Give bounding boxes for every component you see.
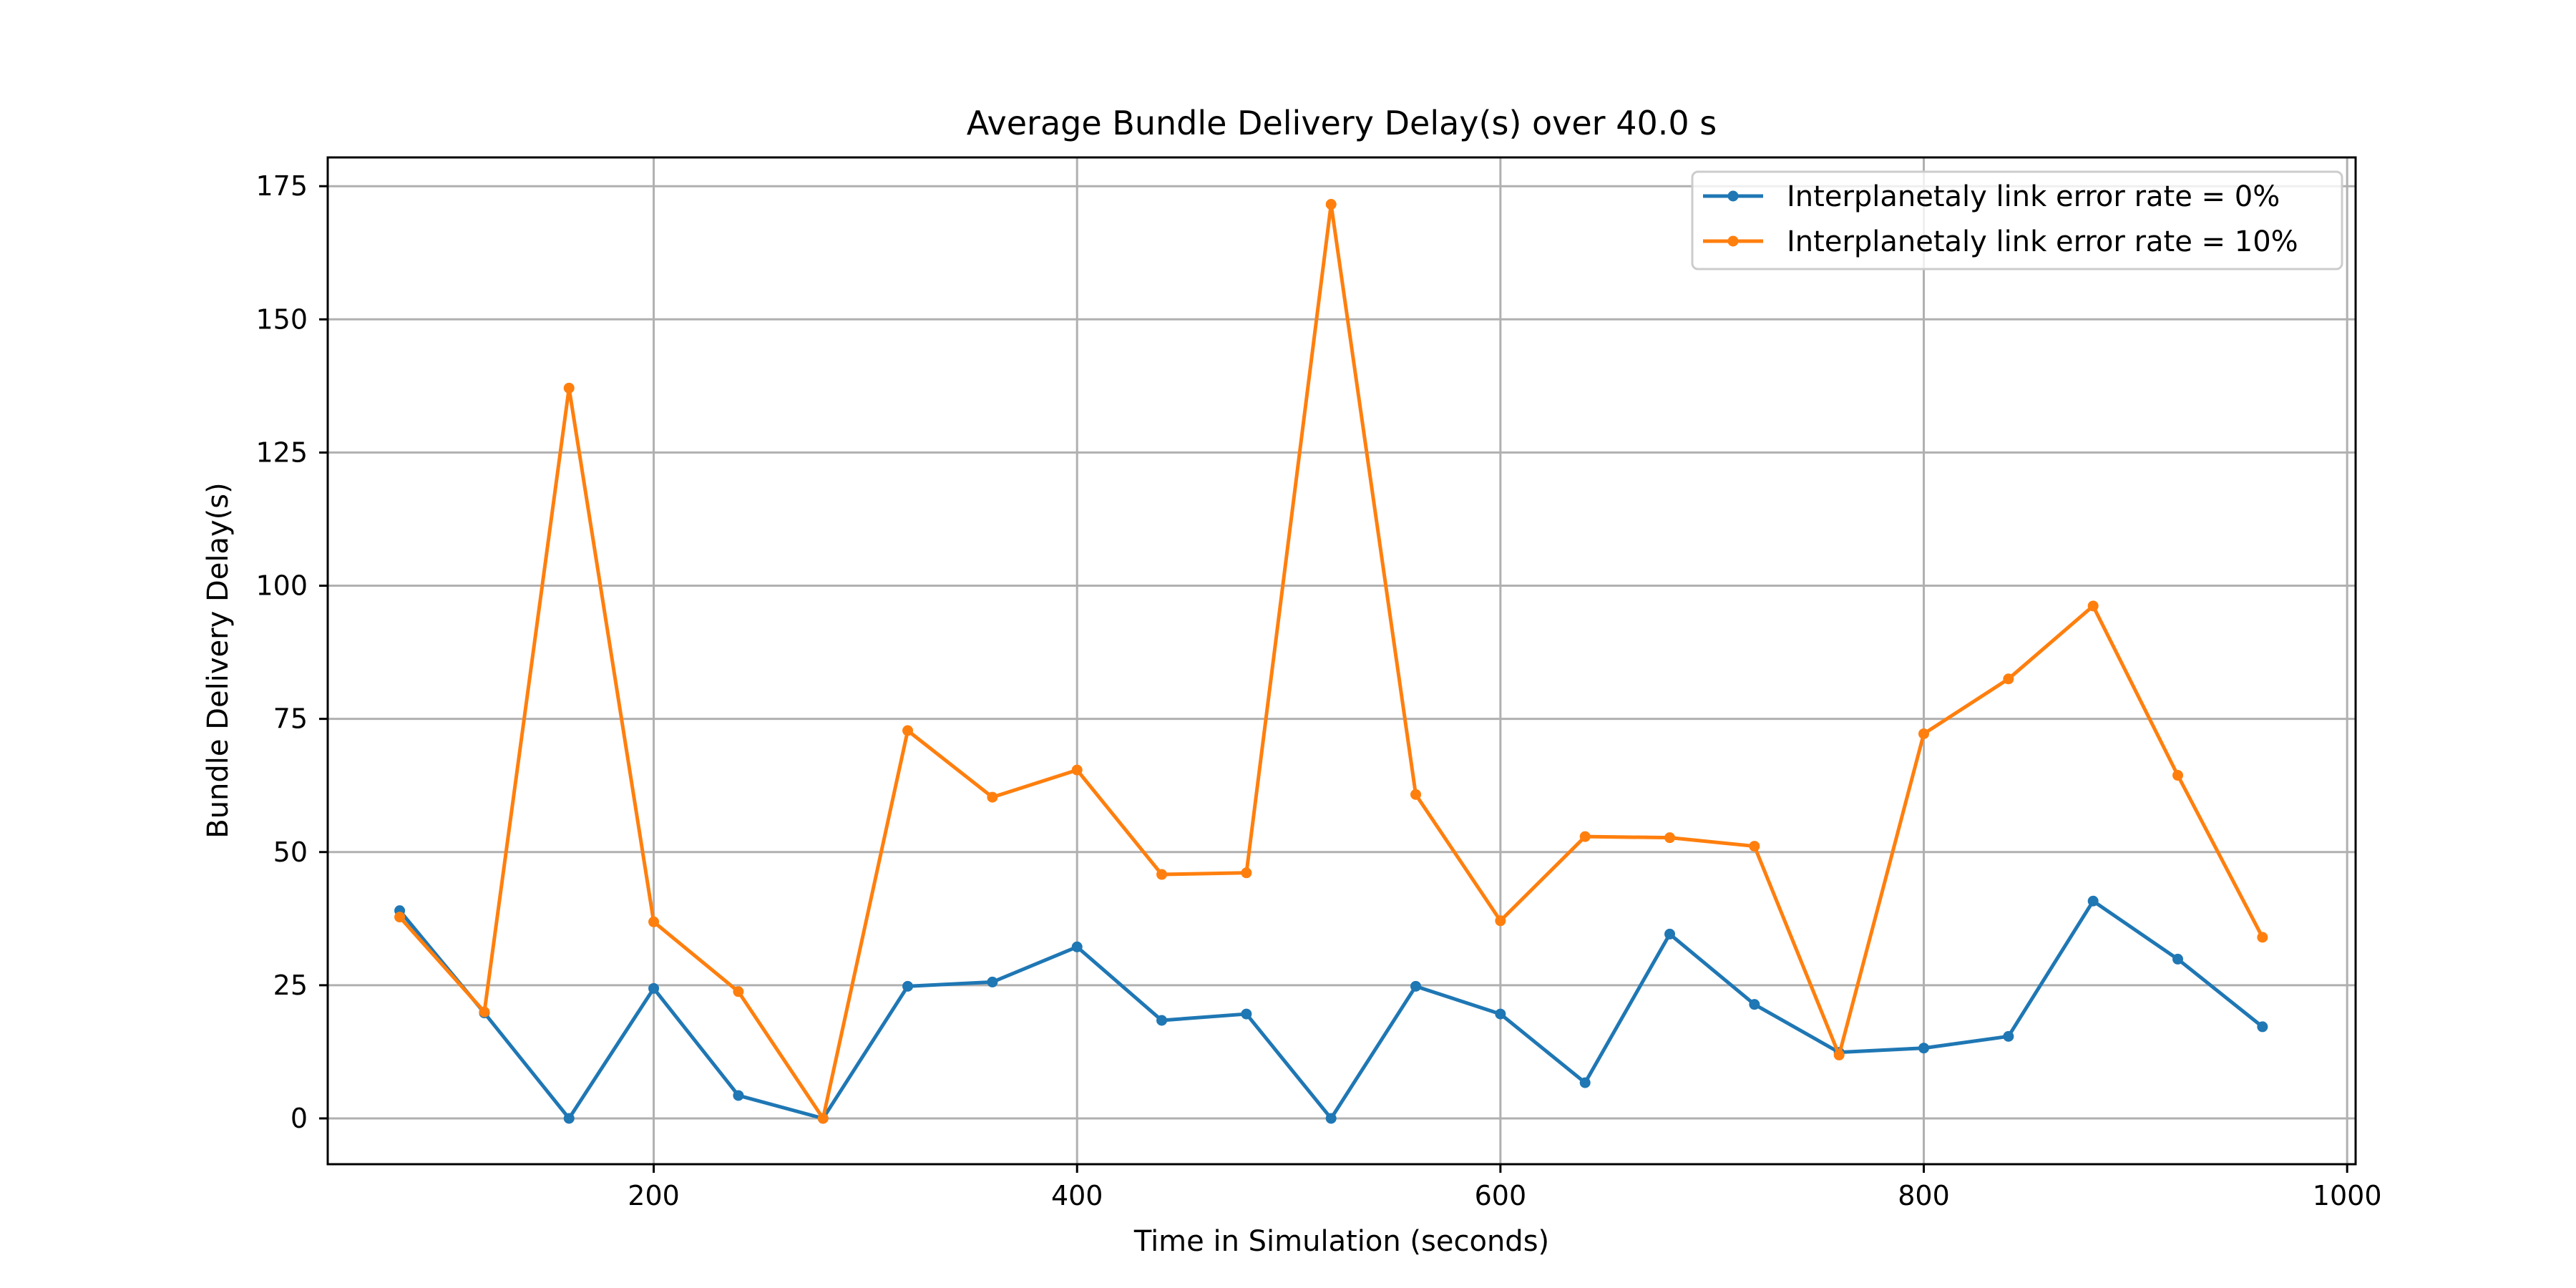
data-point — [1495, 915, 1506, 927]
data-point — [2172, 770, 2184, 781]
chart-title: Average Bundle Delivery Delay(s) over 40… — [967, 104, 1717, 142]
plot-frame — [326, 156, 2357, 1166]
data-point — [1749, 841, 1760, 852]
y-tick-label: 175 — [255, 170, 308, 202]
legend-label: Interplanetaly link error rate = 0% — [1787, 180, 2280, 213]
data-point — [817, 1113, 829, 1124]
y-tick-label: 75 — [273, 703, 308, 735]
data-point — [1325, 199, 1337, 210]
x-axis: 200 400 600 800 1000 — [628, 1164, 2382, 1211]
y-tick-label: 0 — [291, 1103, 308, 1134]
grid — [328, 157, 2356, 1164]
y-axis: 0 25 50 75 100 125 150 175 — [255, 170, 328, 1134]
data-point — [1495, 1008, 1506, 1020]
data-point — [1156, 869, 1168, 880]
data-point — [2087, 895, 2099, 907]
data-point — [1579, 1077, 1591, 1088]
y-tick-label: 25 — [273, 970, 308, 1001]
series-0 — [394, 895, 2268, 1124]
x-tick-label: 200 — [628, 1180, 680, 1211]
x-tick-label: 400 — [1051, 1180, 1103, 1211]
legend: Interplanetaly link error rate = 0% Inter… — [1691, 170, 2343, 270]
data-point — [1156, 1015, 1168, 1026]
data-point — [1749, 999, 1760, 1010]
data-point — [563, 1113, 575, 1124]
x-tick-label: 800 — [1898, 1180, 1950, 1211]
data-point — [1325, 1113, 1337, 1124]
legend-item: Interplanetaly link error rate = 10% — [1703, 225, 2298, 258]
series-line — [397, 899, 2265, 1121]
legend-box — [1691, 170, 2343, 270]
data-point — [1071, 941, 1083, 952]
data-point — [648, 916, 660, 927]
data-point — [1918, 728, 1930, 739]
data-point — [648, 982, 660, 994]
data-point — [1664, 928, 1676, 940]
data-point — [1241, 1008, 1252, 1020]
data-point — [902, 980, 914, 992]
series-line — [397, 203, 2265, 1121]
data-point — [902, 725, 914, 736]
data-point — [479, 1006, 490, 1018]
data-point — [2003, 1030, 2014, 1042]
data-point — [1833, 1049, 1845, 1060]
legend-label: Interplanetaly link error rate = 10% — [1787, 225, 2298, 258]
legend-item: Interplanetaly link error rate = 0% — [1703, 180, 2280, 213]
y-tick-label: 100 — [255, 570, 308, 602]
y-tick-label: 50 — [273, 836, 308, 868]
data-point — [2087, 600, 2099, 612]
y-tick-label: 150 — [255, 303, 308, 335]
data-point — [1664, 832, 1676, 844]
x-tick-label: 600 — [1475, 1180, 1527, 1211]
legend-marker — [1727, 190, 1739, 202]
data-point — [394, 912, 406, 923]
x-tick-label: 1000 — [2313, 1180, 2382, 1211]
data-point — [1410, 789, 1422, 800]
y-tick-label: 125 — [255, 436, 308, 468]
data-point — [2172, 953, 2184, 965]
legend-marker — [1727, 235, 1739, 247]
data-point — [2003, 673, 2014, 685]
data-point — [733, 986, 744, 997]
data-point — [1410, 980, 1422, 992]
data-point — [2257, 932, 2268, 943]
data-point — [1071, 764, 1083, 776]
data-point — [733, 1090, 744, 1101]
series-1 — [394, 199, 2268, 1124]
x-axis-label: Time in Simulation (seconds) — [1133, 1225, 1549, 1258]
data-point — [563, 382, 575, 394]
y-axis-label: Bundle Delivery Delay(s) — [202, 482, 235, 838]
data-point — [987, 976, 998, 987]
data-point — [1579, 831, 1591, 842]
data-point — [1241, 867, 1252, 879]
data-point — [987, 791, 998, 803]
data-point — [2257, 1021, 2268, 1033]
series-layer — [394, 199, 2268, 1124]
data-point — [1918, 1043, 1930, 1054]
